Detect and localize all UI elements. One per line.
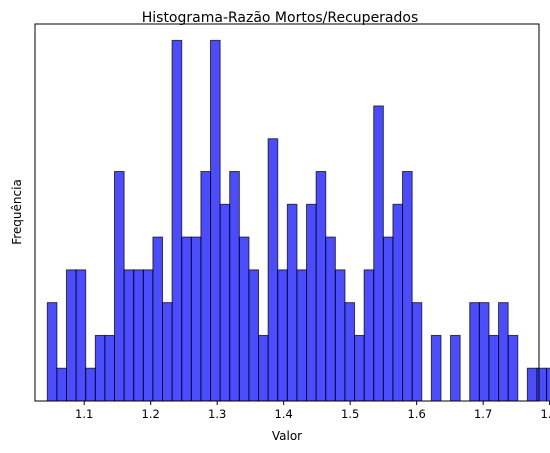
histogram-bar — [277, 269, 288, 402]
histogram-bar — [402, 171, 413, 402]
histogram-bar — [248, 269, 260, 402]
x-tick-label: 1.4 — [275, 407, 293, 421]
histogram-bar — [488, 334, 500, 402]
histogram-bar — [430, 334, 442, 402]
histogram-bar — [238, 236, 250, 402]
chart-title: Histograma-Razão Mortos/Recuperados — [142, 10, 419, 26]
histogram-bar — [469, 302, 480, 402]
histogram-bar — [200, 171, 212, 402]
histogram-bar — [306, 203, 317, 402]
x-tick-label: 1.1 — [75, 407, 93, 421]
histogram-bar — [392, 203, 404, 402]
histogram-bar — [46, 302, 58, 402]
histogram-bar — [104, 334, 116, 402]
histogram-bar — [478, 302, 490, 402]
histogram-bar — [344, 302, 356, 402]
histogram-bar — [94, 334, 106, 402]
histogram-bar — [75, 269, 87, 402]
histogram-bar — [85, 367, 96, 402]
histogram-bar — [66, 269, 77, 402]
x-tick-label: 1.3 — [208, 407, 226, 421]
histogram-bar — [354, 334, 365, 402]
histogram-bar — [210, 39, 221, 402]
histogram-bar — [114, 171, 125, 402]
histogram-bar — [162, 302, 173, 402]
histogram-bar — [526, 367, 538, 402]
histogram-bar — [325, 236, 336, 402]
x-tick-label: 1.8 — [540, 407, 550, 421]
plot-frame — [34, 23, 540, 402]
histogram-bar — [258, 334, 269, 402]
histogram-bar — [142, 269, 154, 402]
histogram-bar — [123, 269, 135, 402]
histogram-bar — [450, 334, 461, 402]
histogram-bar — [171, 39, 183, 402]
histogram-bar — [286, 203, 298, 402]
histogram-bar — [507, 334, 519, 402]
histogram-bar — [190, 236, 202, 402]
histogram-bar — [219, 203, 231, 402]
histogram-bar — [56, 367, 68, 402]
histogram-bar — [498, 302, 509, 402]
x-tick-label: 1.6 — [408, 407, 426, 421]
histogram-bar — [181, 236, 192, 402]
histogram-bars — [46, 39, 550, 402]
x-tick-label: 1.5 — [341, 407, 359, 421]
histogram-bar — [363, 269, 375, 402]
histogram-bar — [267, 138, 279, 402]
histogram-bar — [133, 269, 144, 402]
x-axis-ticks: 1.1 1.2 1.3 1.4 1.5 1.6 1.7 1.8 — [75, 401, 550, 421]
x-tick-label: 1.2 — [142, 407, 160, 421]
histogram-bar — [334, 269, 346, 402]
histogram-bar — [411, 302, 423, 402]
x-tick-label: 1.7 — [474, 407, 492, 421]
histogram-bar — [152, 236, 164, 402]
histogram-bar — [536, 367, 548, 402]
histogram-bar — [229, 171, 240, 402]
histogram-bar — [546, 367, 550, 402]
histogram-bar — [373, 105, 384, 402]
histogram-bar — [296, 269, 308, 402]
y-axis-label: Frequência — [10, 179, 24, 245]
histogram-bar — [382, 236, 394, 402]
histogram-bar — [315, 171, 327, 402]
x-axis-label: Valor — [272, 429, 302, 443]
